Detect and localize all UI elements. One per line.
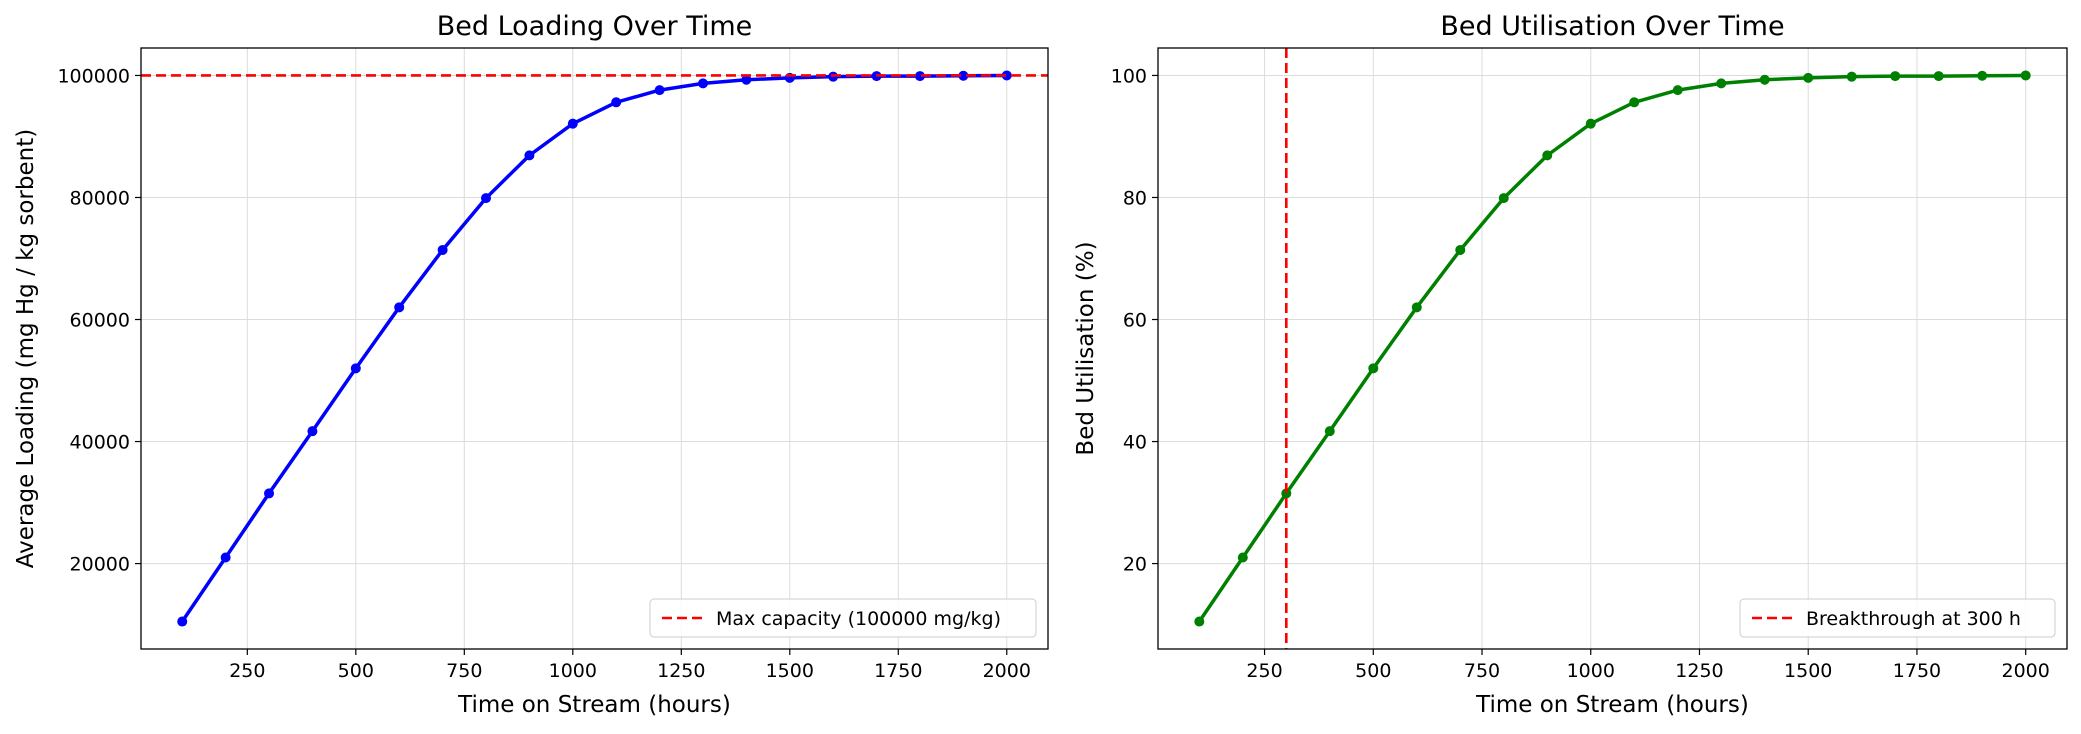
data-point bbox=[177, 616, 188, 627]
data-point bbox=[1498, 193, 1509, 204]
data-point bbox=[1368, 363, 1379, 374]
data-point bbox=[220, 552, 231, 563]
x-tick-label: 2000 bbox=[2002, 660, 2050, 682]
x-tick-label: 1250 bbox=[657, 660, 705, 682]
data-point bbox=[1455, 244, 1466, 255]
data-point bbox=[350, 363, 361, 374]
x-tick-label: 1750 bbox=[1893, 660, 1941, 682]
y-tick-label: 20000 bbox=[70, 554, 130, 576]
chart-title: Bed Utilisation Over Time bbox=[1440, 11, 1784, 42]
data-point bbox=[958, 70, 969, 81]
y-tick-label: 80 bbox=[1123, 187, 1147, 209]
legend-label: Breakthrough at 300 h bbox=[1806, 608, 2021, 630]
y-tick-label: 80000 bbox=[70, 187, 130, 209]
legend: Breakthrough at 300 h bbox=[1739, 598, 2056, 638]
x-axis-label: Time on Stream (hours) bbox=[457, 692, 731, 718]
data-point bbox=[1324, 426, 1335, 437]
y-tick-label: 20 bbox=[1123, 554, 1147, 576]
data-point bbox=[2020, 70, 2031, 81]
series-line bbox=[1197, 73, 2026, 623]
data-point bbox=[697, 78, 708, 89]
data-point bbox=[524, 150, 535, 161]
data-point bbox=[611, 97, 622, 108]
x-tick-label: 1000 bbox=[549, 660, 597, 682]
y-axis-label: Bed Utilisation (%) bbox=[1073, 241, 1099, 455]
x-tick-label: 2000 bbox=[983, 660, 1031, 682]
y-tick-label: 40000 bbox=[70, 432, 130, 454]
data-point bbox=[437, 244, 448, 255]
x-tick-label: 750 bbox=[1464, 660, 1500, 682]
data-point bbox=[481, 193, 492, 204]
data-point bbox=[1281, 488, 1292, 499]
x-tick-label: 1000 bbox=[1567, 660, 1615, 682]
x-tick-label: 250 bbox=[1246, 660, 1282, 682]
data-point bbox=[567, 118, 578, 129]
data-point bbox=[741, 74, 752, 85]
chart-title: Bed Loading Over Time bbox=[437, 11, 753, 42]
data-point bbox=[1803, 72, 1814, 83]
data-point bbox=[394, 302, 405, 313]
legend: Max capacity (100000 mg/kg) bbox=[649, 598, 1037, 638]
axes-frame bbox=[1157, 47, 2068, 650]
data-point bbox=[307, 426, 318, 437]
data-point bbox=[1977, 70, 1988, 81]
y-tick-label: 40 bbox=[1123, 432, 1147, 454]
data-point bbox=[1933, 71, 1944, 82]
data-point bbox=[1194, 616, 1205, 627]
y-tick-label: 60000 bbox=[70, 310, 130, 332]
chart-panel-1: 250 500 750 1000 1250 1500 1750 2000 20000 40000 6… bbox=[13, 11, 1049, 718]
data-point bbox=[1585, 118, 1596, 129]
data-point bbox=[1542, 150, 1553, 161]
y-tick-label: 100 bbox=[1111, 65, 1147, 87]
x-tick-label: 250 bbox=[229, 660, 265, 682]
chart-panel-2: 250 500 750 1000 1250 1500 1750 2000 20 40 60 80 100… bbox=[1073, 11, 2068, 718]
data-point bbox=[1237, 552, 1248, 563]
legend-box bbox=[1739, 598, 2056, 638]
data-point bbox=[1846, 71, 1857, 82]
x-tick-label: 1500 bbox=[1784, 660, 1832, 682]
data-point bbox=[1759, 74, 1770, 85]
y-axis-label: Average Loading (mg Hg / kg sorbent) bbox=[13, 129, 39, 568]
x-tick-label: 750 bbox=[446, 660, 482, 682]
x-tick-label: 1750 bbox=[874, 660, 922, 682]
data-point bbox=[1672, 85, 1683, 96]
data-point bbox=[1716, 78, 1727, 89]
series-line bbox=[180, 73, 1007, 623]
x-axis-label: Time on Stream (hours) bbox=[1475, 692, 1749, 718]
x-tick-label: 500 bbox=[1355, 660, 1391, 682]
data-point bbox=[1890, 71, 1901, 82]
data-point bbox=[654, 85, 665, 96]
data-point bbox=[914, 71, 925, 82]
data-point bbox=[1001, 70, 1012, 81]
x-tick-label: 500 bbox=[338, 660, 374, 682]
axes-frame bbox=[140, 47, 1049, 650]
data-point bbox=[1629, 97, 1640, 108]
x-tick-label: 1250 bbox=[1675, 660, 1723, 682]
data-point bbox=[1411, 302, 1422, 313]
legend-label: Max capacity (100000 mg/kg) bbox=[716, 608, 1001, 630]
legend-box bbox=[649, 598, 1037, 638]
x-tick-label: 1500 bbox=[766, 660, 814, 682]
y-tick-label: 60 bbox=[1123, 310, 1147, 332]
data-point bbox=[264, 488, 275, 499]
y-tick-label: 100000 bbox=[57, 65, 130, 87]
